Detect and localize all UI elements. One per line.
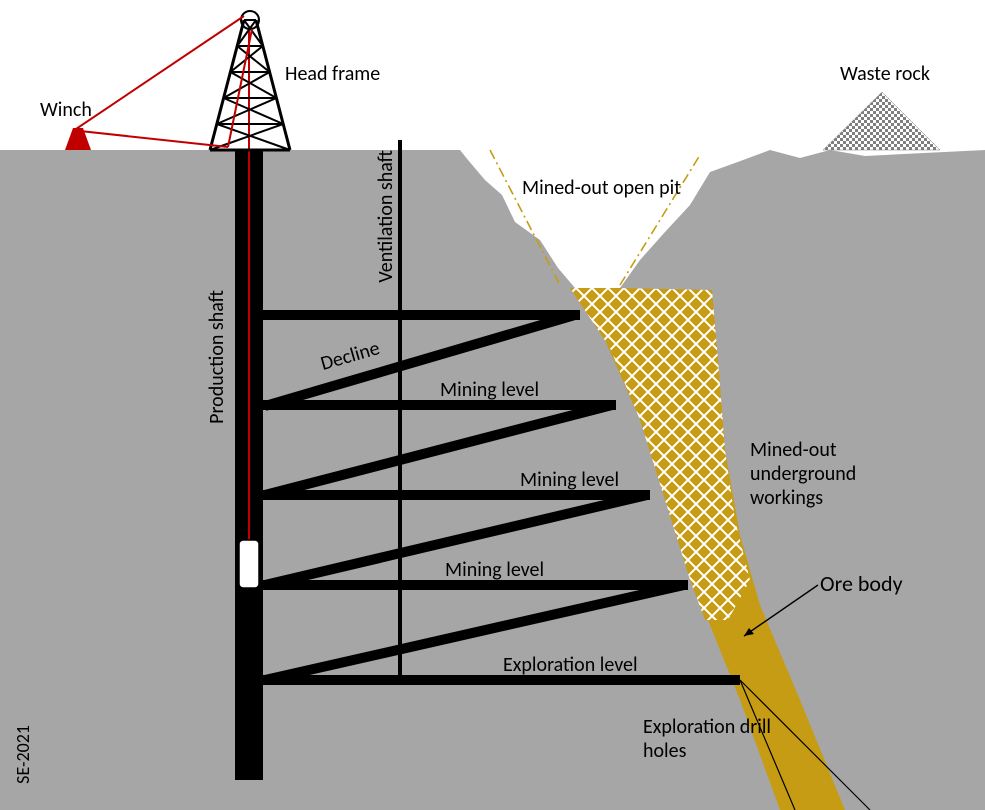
mined-out-underground-label: Mined-out underground workings [750, 438, 900, 510]
mine-diagram: Winch Head frame Waste rock Mined-out op… [0, 0, 985, 810]
head-frame-brace [217, 98, 277, 124]
cage [239, 540, 259, 588]
exploration-level-label: Exploration level [503, 653, 638, 677]
exploration-drill-holes-label: Exploration drill holes [643, 715, 773, 763]
production-shaft-label: Production shaft [205, 290, 229, 424]
mining-level-2-label: Mining level [520, 468, 619, 492]
head-frame-label: Head frame [285, 62, 380, 86]
mining-level-1-label: Mining level [440, 378, 539, 402]
ventilation-shaft-label: Ventilation shaft [374, 150, 398, 283]
winch-label: Winch [40, 98, 92, 122]
hoist-line [80, 131, 228, 147]
ore-body-label: Ore body [820, 570, 903, 597]
open-pit-label: Mined-out open pit [522, 176, 681, 200]
diagram-svg [0, 0, 985, 810]
waste-rock-pile [823, 92, 940, 150]
credit-label: SE-2021 [12, 725, 34, 784]
waste-rock-label: Waste rock [840, 62, 930, 86]
mining-level-3-label: Mining level [445, 558, 544, 582]
